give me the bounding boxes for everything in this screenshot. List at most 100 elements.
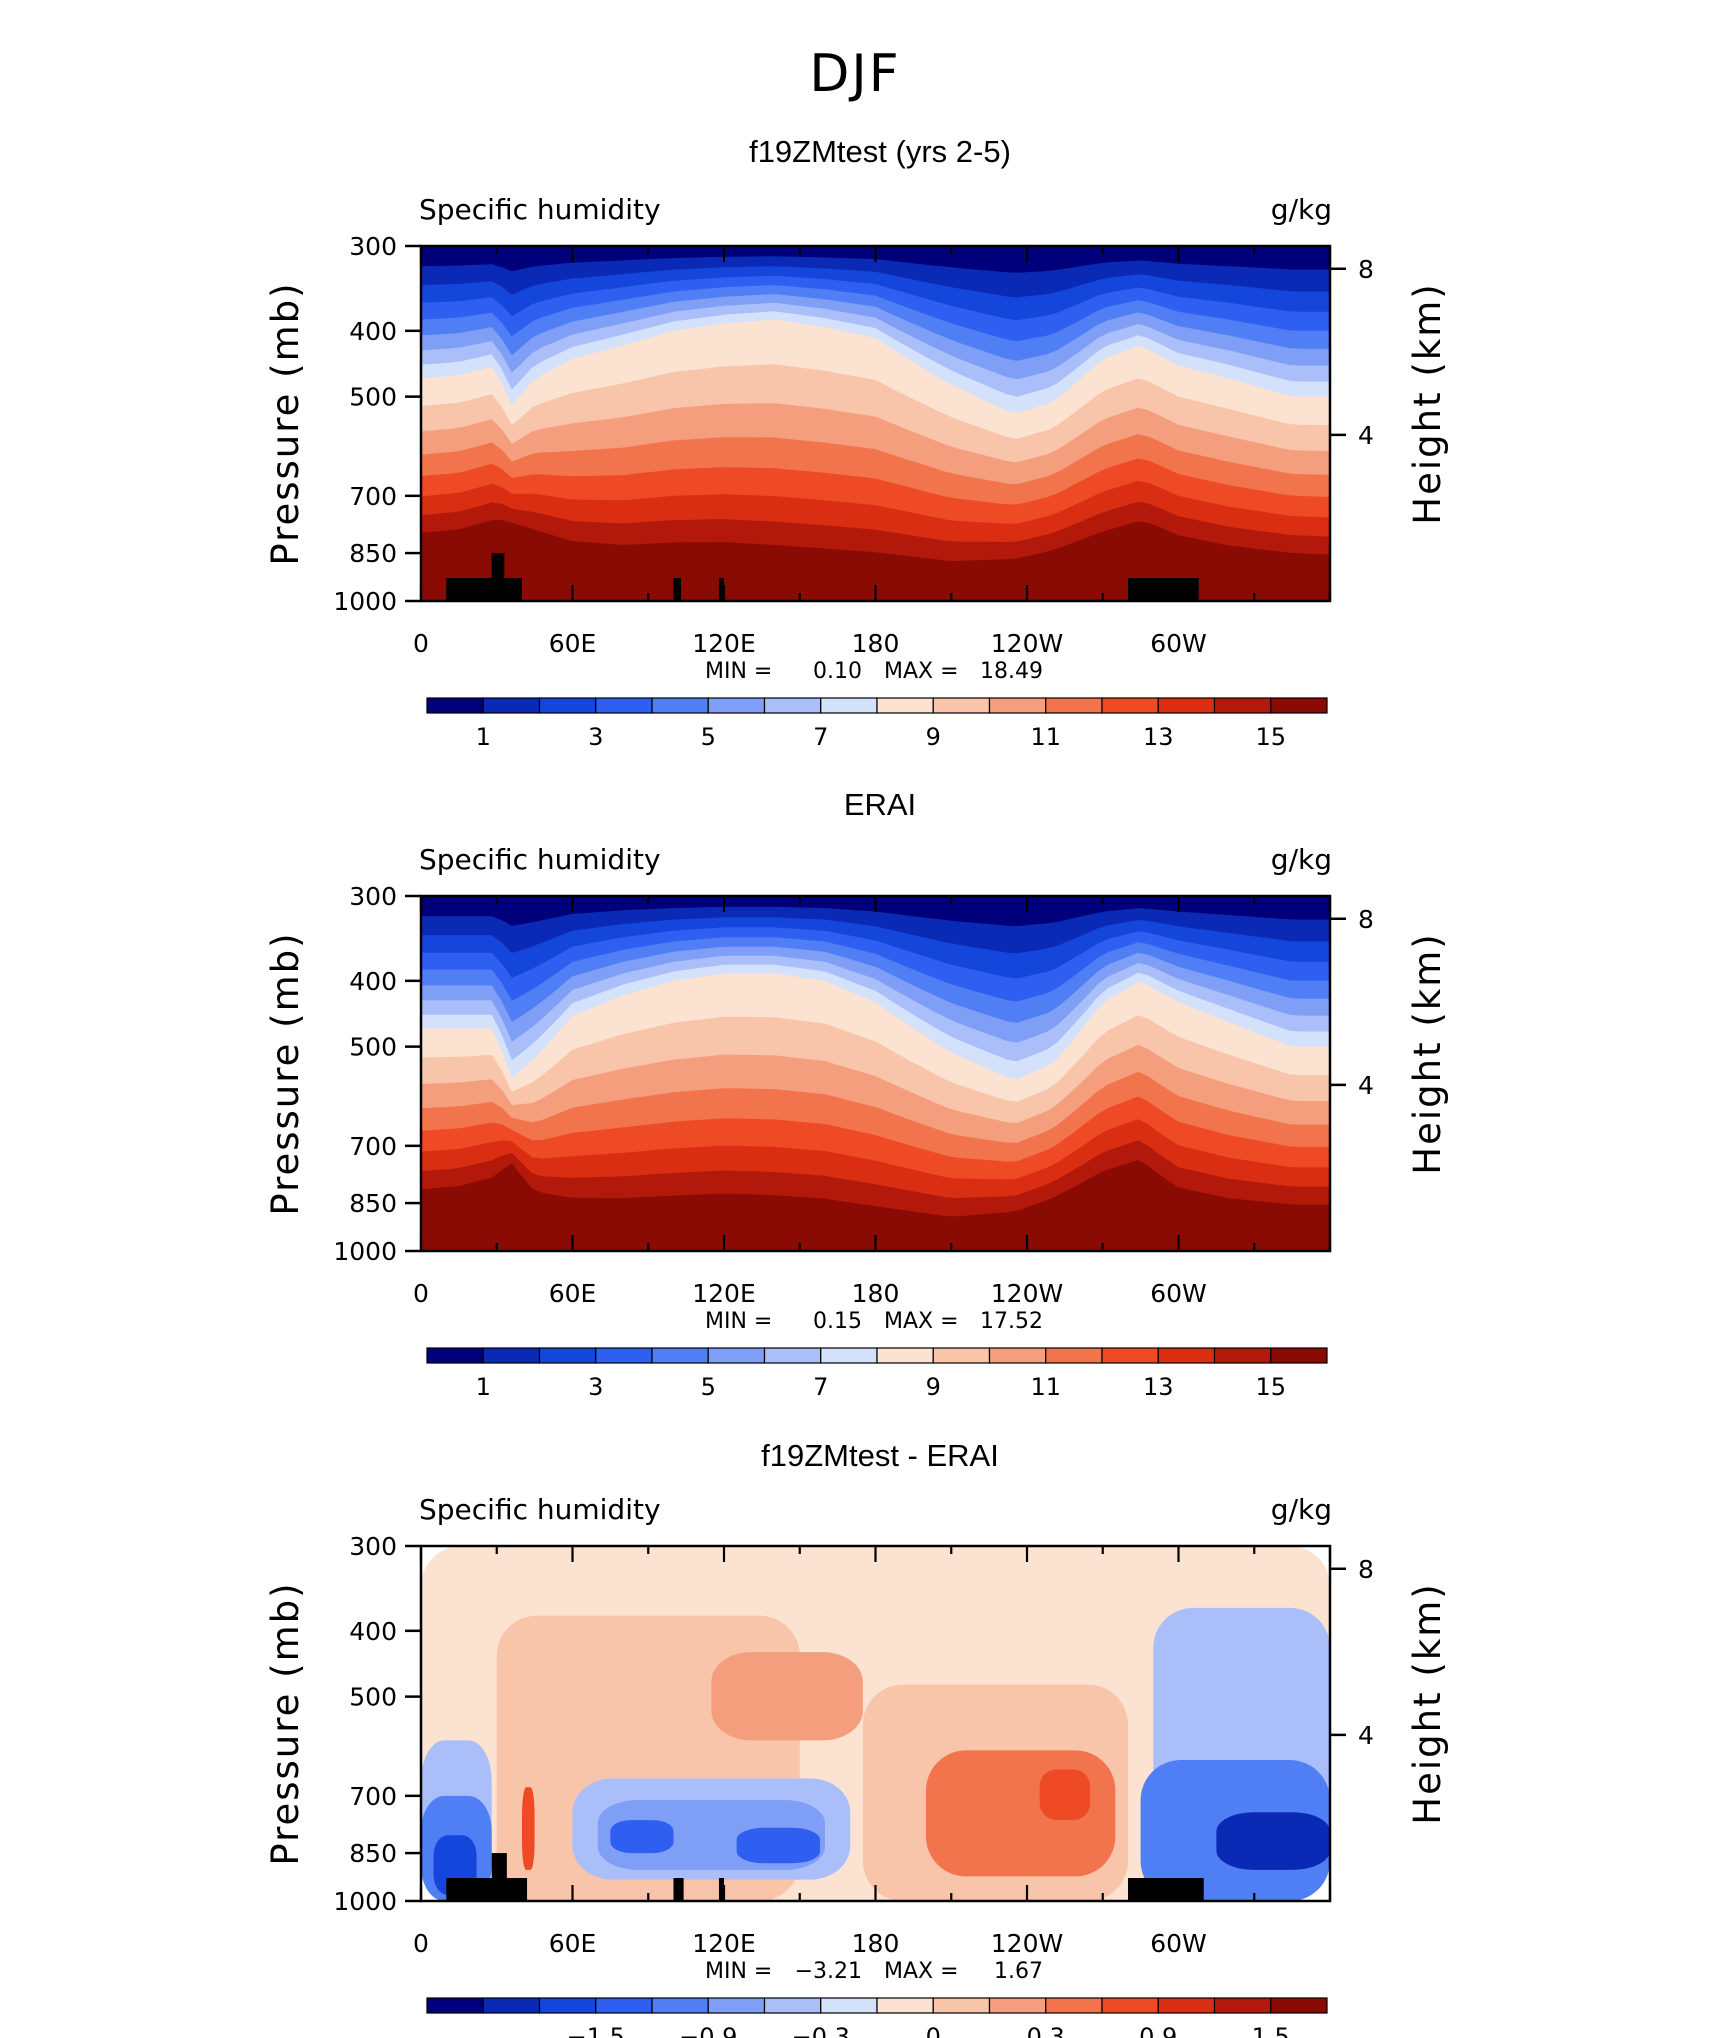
min-value: 0.10 [813,659,862,684]
y-axis-title: Pressure (mb) [264,931,307,1215]
colorbar-swatch [820,1347,878,1364]
colorbar-label: 7 [813,723,828,751]
colorbar-swatch [538,1997,597,2014]
contour-region [736,1827,820,1864]
colorbar-swatch [876,1997,934,2014]
colorbar-swatch [651,697,709,714]
x-tick-label: 120W [991,1929,1063,1958]
y2-tick-label: 4 [1358,1071,1374,1100]
colorbar-swatch [876,697,934,714]
x-tick-label: 60W [1150,1279,1207,1308]
units-label: g/kg [1271,1493,1332,1526]
contour-band [421,520,1330,601]
x-tick-label: 60E [549,629,597,658]
colorbar-swatch [876,1347,934,1364]
colorbar-label: 15 [1255,723,1286,751]
panel-1-title: f19ZMtest (yrs 2-5) [749,134,1011,169]
colorbar-swatch [988,1997,1047,2014]
y-tick-label: 500 [349,1033,397,1062]
orography-mask [446,578,522,601]
colorbar-swatch [595,1347,653,1364]
x-tick-label: 0 [413,1929,429,1958]
colorbar-swatch [1270,1347,1328,1364]
orography-mask [446,1878,528,1901]
y2-axis-title: Height (km) [1406,932,1449,1174]
colorbar-swatch [426,697,484,714]
contour-region [1216,1812,1330,1870]
plot-area [421,246,1330,601]
y-tick-label: 850 [349,1189,397,1218]
x-tick-label: 120E [692,629,756,658]
colorbar-label: 11 [1030,723,1061,751]
orography-mask [718,1878,724,1901]
colorbar-swatch [820,697,878,714]
colorbar-label: 1 [476,1373,491,1401]
panel-2-title: ERAI [843,787,917,822]
y-tick-label: 400 [349,967,397,996]
colorbar-label: 0.9 [1139,2023,1177,2038]
y-tick-label: 700 [349,482,397,511]
y2-tick-label: 4 [1358,421,1374,450]
contour-region [522,1787,535,1870]
y-tick-label: 500 [349,1683,397,1712]
y-tick-label: 1000 [333,1237,397,1266]
min-value: 0.15 [813,1309,862,1334]
contour-region [610,1820,674,1854]
max-label: MAX = [884,659,959,684]
colorbar-swatch [1213,1997,1272,2014]
colorbar-swatch [595,1997,653,2014]
colorbar-swatch [932,697,991,714]
colorbar-swatch [482,697,541,714]
y-tick-label: 400 [349,317,397,346]
min-label: MIN = [705,1309,772,1334]
max-value: 17.52 [980,1309,1043,1334]
colorbar-swatch [482,1347,541,1364]
units-label: g/kg [1271,843,1332,876]
field-name-label: Specific humidity [419,193,661,226]
x-tick-label: 120W [991,1279,1063,1308]
colorbar-swatch [595,697,653,714]
colorbar-label: 13 [1143,723,1174,751]
contour-band [421,1160,1330,1251]
y-tick-label: 400 [349,1617,397,1646]
min-label: MIN = [705,659,772,684]
colorbar-swatch [1270,697,1328,714]
colorbar-swatch [1270,1997,1328,2014]
colorbar-label: 1 [476,723,491,751]
x-tick-label: 120E [692,1929,756,1958]
y-tick-label: 850 [349,1839,397,1868]
panel-3-title: f19ZMtest - ERAI [761,1438,999,1473]
colorbar-label: 5 [701,723,716,751]
y-tick-label: 1000 [333,1887,397,1916]
x-tick-label: 120E [692,1279,756,1308]
y-tick-label: 700 [349,1782,397,1811]
orography-mask [673,578,682,601]
y-axis-title: Pressure (mb) [264,1581,307,1865]
y-tick-label: 1000 [333,587,397,616]
colorbar-swatch [932,1347,991,1364]
colorbar-label: 5 [701,1373,716,1401]
colorbar-swatch [1101,1997,1159,2014]
panel-1: Specific humidity g/kg3004005007008501000… [264,193,1449,751]
colorbar-swatch [988,1347,1047,1364]
colorbar-swatch [1213,697,1272,714]
y2-tick-label: 8 [1358,1555,1374,1584]
colorbar-swatch [707,1997,766,2014]
colorbar-swatch [538,697,597,714]
x-tick-label: 60W [1150,1929,1207,1958]
field-name-label: Specific humidity [419,1493,661,1526]
x-tick-label: 180 [852,629,900,658]
colorbar-swatch [482,1997,541,2014]
contour-region [1039,1769,1091,1821]
colorbar-label: −0.9 [679,2023,737,2038]
colorbar-label: 9 [926,723,941,751]
colorbar-label: 3 [588,1373,603,1401]
colorbar-swatch [1213,1347,1272,1364]
colorbar-swatch [426,1347,484,1364]
colorbar-swatch [1101,1347,1159,1364]
colorbar-swatch [1101,697,1159,714]
orography-mask [491,1853,507,1901]
y-tick-label: 300 [349,1532,397,1561]
plot-area [421,896,1330,1251]
y2-tick-label: 4 [1358,1721,1374,1750]
